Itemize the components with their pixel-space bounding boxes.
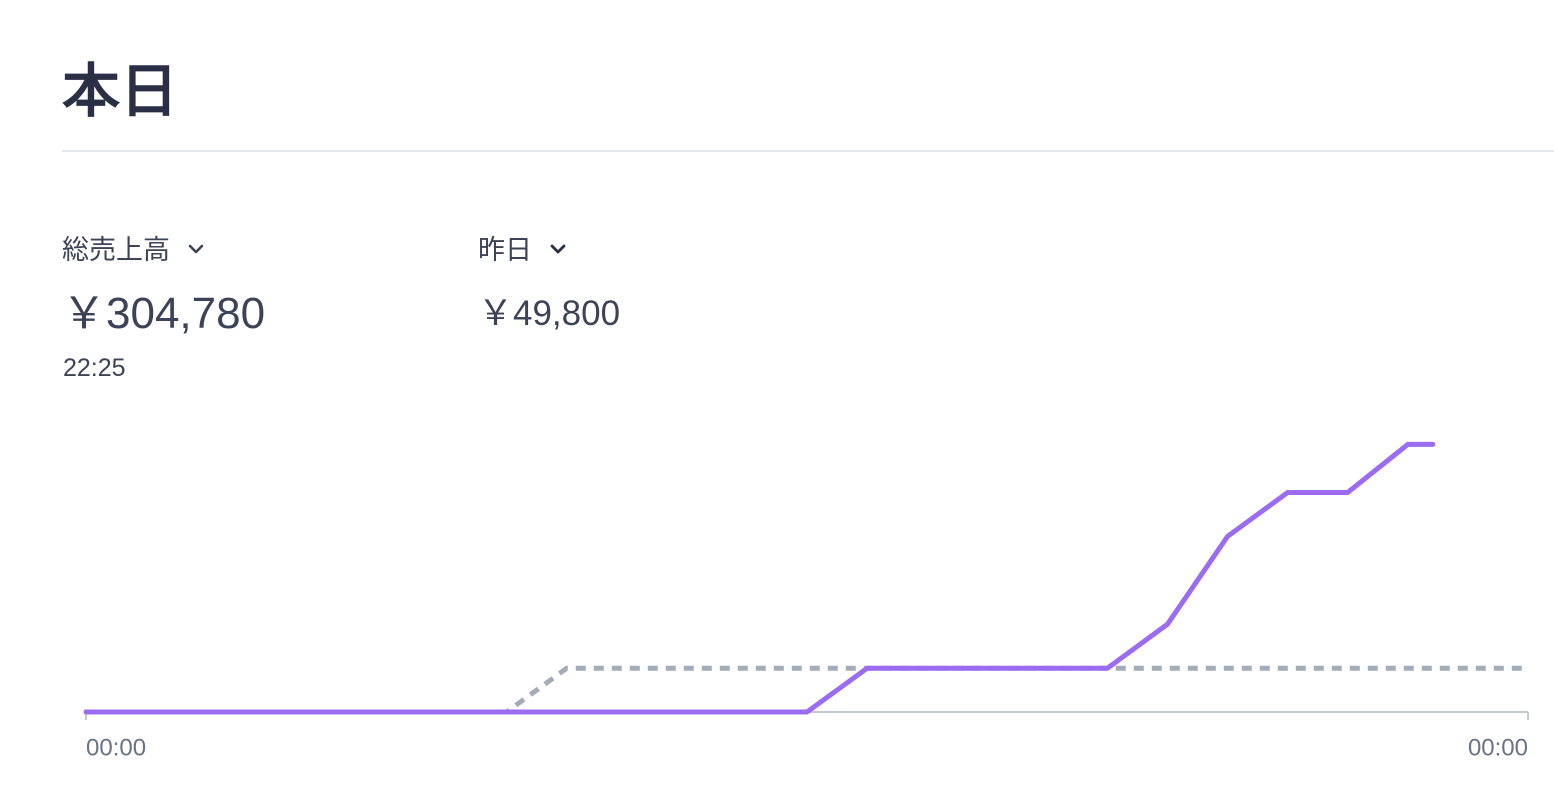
metric-value: ￥304,780: [62, 289, 266, 338]
metric-time: 22:25: [63, 354, 126, 382]
divider: [62, 150, 1554, 152]
chevron-icon: [188, 244, 204, 254]
compare-selector[interactable]: 昨日: [478, 233, 566, 267]
metric-label: 総売上高: [62, 235, 170, 265]
chevron-icon: [550, 244, 566, 254]
compare-label: 昨日: [478, 235, 532, 265]
x-tick-label: 00:00: [1468, 734, 1528, 761]
x-tick-label: 00:00: [86, 734, 146, 761]
page-title: 本日: [62, 59, 179, 124]
sales-line: [83, 441, 1436, 715]
comparison-line: [86, 665, 1528, 715]
metric-selector[interactable]: 総売上高: [62, 233, 204, 267]
compare-value: ￥49,800: [478, 294, 621, 333]
